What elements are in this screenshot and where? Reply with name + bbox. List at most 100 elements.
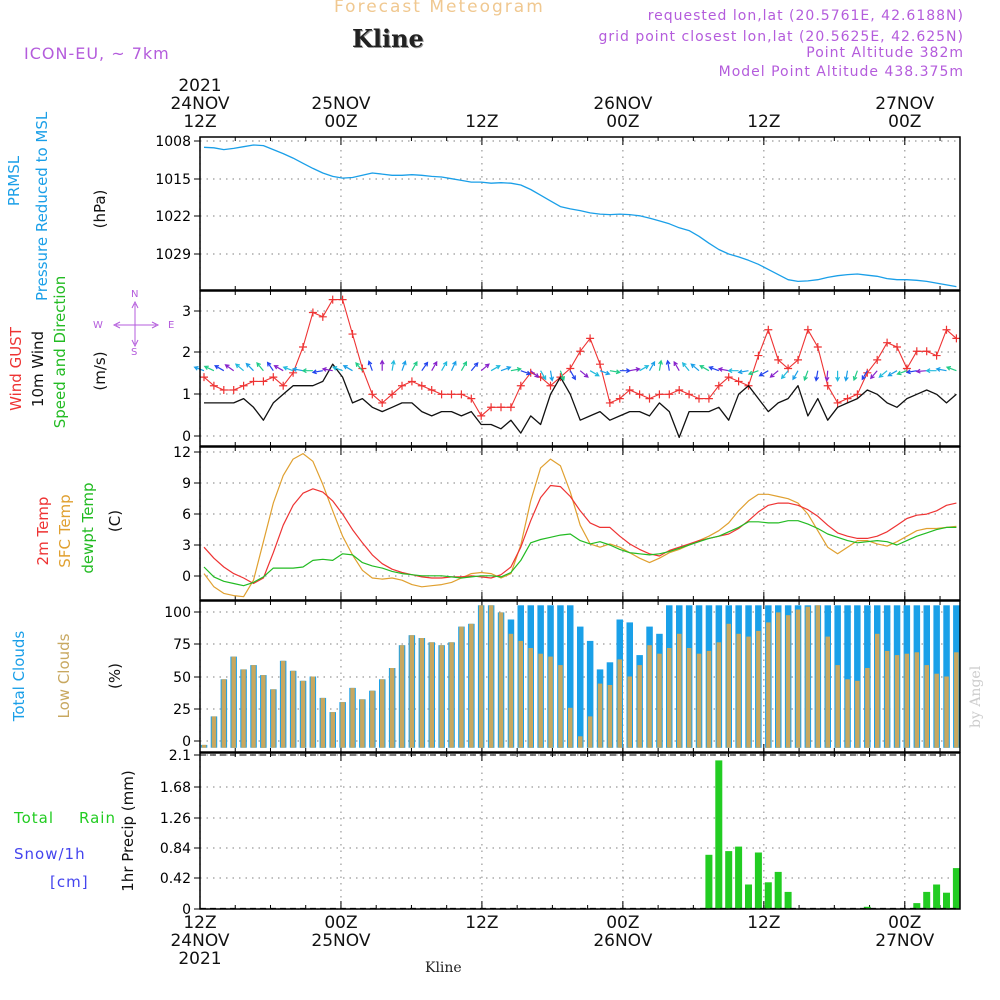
time-axis-label-line: 24NOV xyxy=(170,94,230,114)
wind-direction-arrow xyxy=(311,369,323,375)
low-cloud-bar xyxy=(340,702,345,748)
wind-direction-arrow xyxy=(681,362,690,372)
gust-marker xyxy=(625,386,634,395)
wind-direction-arrow xyxy=(589,370,600,377)
time-axis-label-line: 12Z xyxy=(183,913,217,933)
wind-direction-arrow xyxy=(717,367,729,372)
y-tick-label: 2 xyxy=(182,345,191,361)
low-cloud-bar xyxy=(231,656,236,748)
total-cloud-bar xyxy=(567,605,574,748)
y-tick-label: 1.26 xyxy=(160,811,191,827)
wind-direction-arrow xyxy=(569,370,576,381)
time-axis-label-line: 00Z xyxy=(324,112,358,132)
panel-frame xyxy=(199,290,961,447)
wind-direction-arrow xyxy=(321,367,333,372)
precip-bar xyxy=(745,884,752,909)
gust-marker xyxy=(586,334,595,343)
gust-marker xyxy=(615,394,624,403)
time-axis-label-line xyxy=(465,950,498,968)
low-cloud-bar xyxy=(696,653,702,748)
low-cloud-bar xyxy=(617,659,622,748)
low-cloud-bar xyxy=(370,690,375,748)
wind-direction-arrow xyxy=(431,360,438,371)
wind-direction-arrow xyxy=(769,370,779,378)
gust-marker xyxy=(685,390,694,399)
low-cloud-bar xyxy=(894,655,900,748)
wind-direction-arrow xyxy=(203,365,215,372)
wind-direction-arrow xyxy=(648,360,656,371)
y-tick-label: 1022 xyxy=(155,209,191,225)
gust-marker xyxy=(932,351,941,360)
wind-direction-arrow xyxy=(421,361,429,372)
wind-direction-arrow xyxy=(301,368,313,374)
time-axis-label-line xyxy=(465,932,498,950)
time-axis-label: 00Z 25NOV xyxy=(311,914,370,968)
y-tick-label: 1015 xyxy=(155,172,191,188)
gust-marker xyxy=(645,394,654,403)
time-axis-label: 12Z xyxy=(747,914,780,968)
time-axis-label-line: 27NOV xyxy=(875,931,935,951)
wind-direction-arrow xyxy=(673,360,680,371)
low-cloud-bar xyxy=(568,707,573,748)
precip-bar xyxy=(705,854,713,909)
precip-rain-label: Rain xyxy=(79,809,116,827)
time-axis-label-line xyxy=(593,950,652,968)
sfc-temp-line xyxy=(203,453,957,598)
time-axis-label-line: 27NOV xyxy=(875,94,935,114)
gust-marker xyxy=(853,390,862,399)
low-cloud-bar xyxy=(439,645,444,748)
low-cloud-bar xyxy=(261,675,266,748)
gust-marker xyxy=(596,360,604,369)
time-axis-label: 12Z 24NOV 2021 xyxy=(170,914,229,968)
location-name: Kline xyxy=(352,24,424,53)
wind-direction-arrow xyxy=(214,365,225,372)
low-cloud-bar xyxy=(221,679,227,748)
wind-direction-arrow xyxy=(540,370,547,381)
gust-marker xyxy=(813,342,822,351)
gust-marker xyxy=(952,334,961,343)
gust-marker xyxy=(922,347,931,356)
wind-direction-arrow xyxy=(579,370,589,378)
compass-east: E xyxy=(168,320,175,331)
gust-marker xyxy=(368,390,377,399)
time-axis-label: 12Z xyxy=(747,77,780,131)
time-axis-label-line xyxy=(747,950,780,968)
precip-bar xyxy=(784,891,792,909)
wind-direction-arrow xyxy=(708,366,720,372)
y-tick-label: 0 xyxy=(182,734,191,750)
gust-marker xyxy=(358,364,367,373)
gust-marker xyxy=(279,381,288,390)
time-axis-label-line xyxy=(311,950,370,968)
wind-direction-arrow xyxy=(915,368,927,374)
low-cloud-bar xyxy=(320,697,326,748)
wind-direction-arrow xyxy=(824,370,830,382)
model-point-altitude: Model Point Altitude 438.375m xyxy=(718,64,964,80)
low-cloud-bar xyxy=(647,645,652,748)
wind-direction-arrow xyxy=(245,362,254,372)
wind-direction-arrow xyxy=(747,370,759,376)
low-cloud-bar xyxy=(380,679,385,748)
wind-direction-arrow xyxy=(470,362,479,372)
total-cloud-bar xyxy=(577,626,584,748)
gust-marker xyxy=(477,411,486,420)
gust-marker xyxy=(873,355,882,364)
gust-marker xyxy=(259,377,268,386)
gust-marker xyxy=(764,325,773,334)
wind-direction-arrow xyxy=(639,365,650,372)
y-tick-label: 0.42 xyxy=(160,871,191,887)
low-cloud-bar xyxy=(855,680,860,748)
gust-marker xyxy=(328,295,337,304)
gust-marker xyxy=(704,394,713,403)
time-axis-label: 12Z xyxy=(465,77,498,131)
gust-marker xyxy=(269,373,278,382)
low-cloud-bar xyxy=(488,605,494,748)
precip-bar xyxy=(725,851,733,909)
wind-direction-arrow xyxy=(500,366,512,372)
low-cloud-bar xyxy=(904,653,910,748)
low-cloud-bar xyxy=(637,665,642,748)
low-cloud-bar xyxy=(686,648,692,748)
low-cloud-bar xyxy=(657,653,662,748)
y-tick-label: 9 xyxy=(182,476,191,492)
time-axis-label-line: 00Z xyxy=(606,913,640,933)
